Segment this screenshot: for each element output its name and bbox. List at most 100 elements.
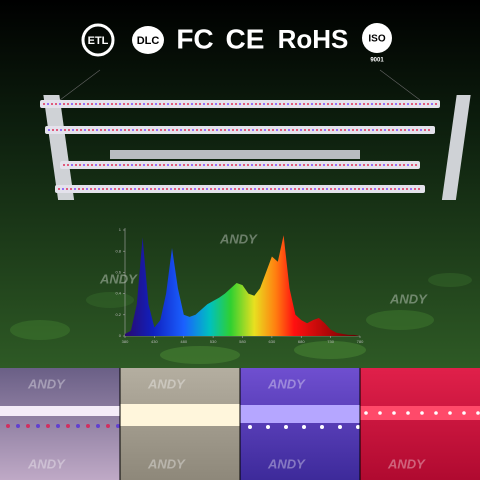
watermark: ANDY <box>389 291 428 306</box>
led <box>80 129 82 131</box>
led <box>420 411 424 415</box>
led <box>246 188 248 190</box>
led <box>91 164 93 166</box>
led <box>375 103 377 105</box>
led <box>199 164 201 166</box>
led <box>266 188 268 190</box>
led <box>316 129 318 131</box>
led <box>110 188 112 190</box>
led <box>71 164 73 166</box>
led <box>362 188 364 190</box>
led <box>343 103 345 105</box>
led <box>151 103 153 105</box>
led <box>275 103 277 105</box>
led <box>51 103 53 105</box>
led <box>279 103 281 105</box>
led <box>343 164 345 166</box>
led <box>334 188 336 190</box>
led <box>142 188 144 190</box>
led <box>431 103 433 105</box>
spectrum-chart: 0 0.2 0.4 0.6 0.8 1 380 430 480 530 580 630 680 730 78… <box>115 227 364 344</box>
led <box>324 129 326 131</box>
led <box>295 103 297 105</box>
led <box>310 188 312 190</box>
led <box>247 103 249 105</box>
led <box>242 188 244 190</box>
led <box>159 164 161 166</box>
watermark: ANDY <box>99 271 138 286</box>
led <box>448 411 452 415</box>
led <box>128 129 130 131</box>
led <box>135 164 137 166</box>
led <box>135 103 137 105</box>
led <box>180 129 182 131</box>
led <box>188 129 190 131</box>
led <box>372 129 374 131</box>
led <box>243 164 245 166</box>
led <box>375 164 377 166</box>
led <box>268 129 270 131</box>
led <box>338 425 342 429</box>
led <box>391 103 393 105</box>
led <box>342 188 344 190</box>
led <box>179 164 181 166</box>
led <box>235 103 237 105</box>
led <box>283 103 285 105</box>
led <box>215 164 217 166</box>
led <box>63 164 65 166</box>
led <box>351 164 353 166</box>
led <box>126 188 128 190</box>
led <box>114 188 116 190</box>
led <box>218 188 220 190</box>
cert-label: RoHS <box>278 24 349 54</box>
led <box>307 164 309 166</box>
led <box>159 103 161 105</box>
led <box>88 129 90 131</box>
led <box>6 424 10 428</box>
led <box>107 164 109 166</box>
led <box>364 411 368 415</box>
led <box>370 188 372 190</box>
led <box>388 129 390 131</box>
led <box>212 129 214 131</box>
spectrum-area <box>125 235 360 336</box>
led <box>86 424 90 428</box>
led <box>71 103 73 105</box>
led <box>182 188 184 190</box>
led <box>64 129 66 131</box>
led <box>315 103 317 105</box>
cert-logos: ETL DLC FC CE RoHS ISO 9001 <box>81 23 392 64</box>
led <box>415 103 417 105</box>
led <box>66 188 68 190</box>
led <box>104 129 106 131</box>
led <box>330 188 332 190</box>
led <box>103 164 105 166</box>
led <box>363 164 365 166</box>
led <box>407 103 409 105</box>
led <box>366 188 368 190</box>
led <box>102 188 104 190</box>
led <box>171 103 173 105</box>
led <box>363 103 365 105</box>
cert-label: ISO <box>368 34 385 45</box>
led <box>320 129 322 131</box>
led <box>207 103 209 105</box>
x-tick-label: 680 <box>298 339 305 344</box>
led <box>158 188 160 190</box>
led <box>400 129 402 131</box>
y-tick-label: 0.2 <box>115 312 121 317</box>
led <box>211 164 213 166</box>
led <box>427 103 429 105</box>
watermark: ANDY <box>387 456 426 471</box>
led <box>120 129 122 131</box>
led <box>395 164 397 166</box>
led <box>98 188 100 190</box>
led <box>382 188 384 190</box>
y-tick-label: 1 <box>119 227 122 232</box>
led <box>358 188 360 190</box>
led <box>52 129 54 131</box>
led <box>195 164 197 166</box>
led <box>130 188 132 190</box>
y-tick-label: 0 <box>119 333 122 338</box>
led <box>203 103 205 105</box>
